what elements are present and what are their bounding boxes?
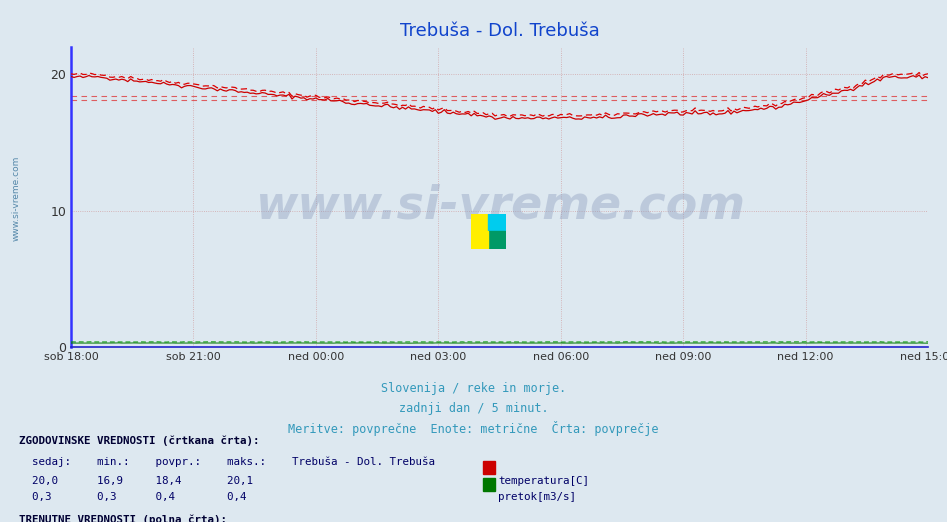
Text: www.si-vreme.com: www.si-vreme.com <box>255 184 744 229</box>
Text: temperatura[C]: temperatura[C] <box>498 476 589 485</box>
Text: sedaj:    min.:    povpr.:    maks.:    Trebuša - Dol. Trebuša: sedaj: min.: povpr.: maks.: Trebuša - Do… <box>19 457 435 467</box>
Title: Trebuša - Dol. Trebuša: Trebuša - Dol. Trebuša <box>400 22 599 40</box>
Text: 20,0      16,9     18,4       20,1: 20,0 16,9 18,4 20,1 <box>19 476 253 485</box>
Text: TRENUTNE VREDNOSTI (polna črta):: TRENUTNE VREDNOSTI (polna črta): <box>19 514 227 522</box>
Text: Meritve: povprečne  Enote: metrične  Črta: povprečje: Meritve: povprečne Enote: metrične Črta:… <box>288 421 659 436</box>
Text: pretok[m3/s]: pretok[m3/s] <box>498 492 576 502</box>
Text: ZGODOVINSKE VREDNOSTI (črtkana črta):: ZGODOVINSKE VREDNOSTI (črtkana črta): <box>19 436 259 446</box>
Text: 0,3       0,3      0,4        0,4: 0,3 0,3 0,4 0,4 <box>19 492 246 502</box>
Text: www.si-vreme.com: www.si-vreme.com <box>11 156 21 241</box>
Text: zadnji dan / 5 minut.: zadnji dan / 5 minut. <box>399 402 548 415</box>
Text: Slovenija / reke in morje.: Slovenija / reke in morje. <box>381 383 566 395</box>
